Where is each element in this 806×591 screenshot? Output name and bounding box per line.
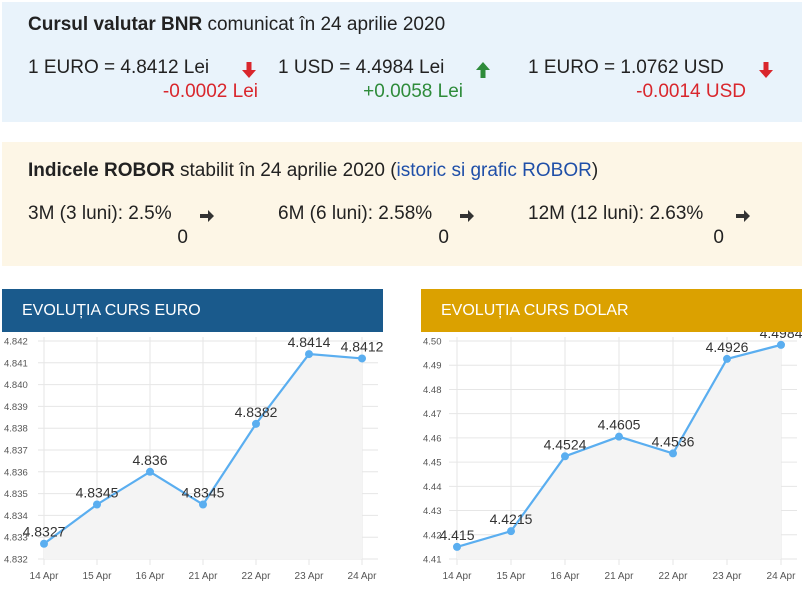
data-label: 4.8412	[341, 338, 383, 354]
y-tick-label: 4.833	[4, 533, 28, 544]
data-label: 4.8382	[235, 404, 278, 420]
arrow-right-icon	[460, 210, 474, 222]
y-tick-label: 4.834	[4, 511, 28, 522]
data-point	[40, 539, 48, 548]
data-point	[358, 354, 366, 363]
rate-usd-ron: 1 USD = 4.4984 Lei	[278, 57, 445, 78]
data-label: 4.8345	[182, 485, 225, 501]
robor-title: Indicele ROBOR stabilit în 24 aprilie 20…	[28, 160, 598, 182]
x-tick-label: 22 Apr	[242, 571, 272, 582]
y-tick-label: 4.841	[4, 358, 28, 369]
robor-6m: 6M (6 luni): 2.58%	[278, 203, 433, 224]
y-tick-label: 4.842	[4, 337, 28, 348]
robor-3m-change: 0	[177, 227, 188, 248]
y-tick-label: 4.839	[4, 402, 28, 413]
robor-title-end: )	[591, 160, 599, 181]
y-tick-label: 4.837	[4, 446, 28, 457]
data-label: 4.4605	[598, 417, 641, 433]
euro-line-chart: 4.832 4.833 4.834 4.835 4.836 4.837 4.838 4.839…	[2, 332, 383, 591]
y-tick-label: 4.840	[4, 380, 28, 391]
x-tick-label: 21 Apr	[189, 571, 219, 582]
y-tick-label: 4.42	[423, 530, 442, 541]
x-tick-label: 14 Apr	[443, 571, 473, 582]
x-tick-label: 15 Apr	[83, 571, 113, 582]
robor-3m: 3M (3 luni): 2.5%	[28, 203, 172, 224]
y-tick-label: 4.50	[423, 337, 442, 348]
data-point	[199, 500, 207, 509]
arrow-right-icon	[200, 210, 214, 222]
y-tick-label: 4.836	[4, 467, 28, 478]
data-point	[305, 350, 313, 359]
data-label: 4.836	[132, 452, 167, 468]
robor-history-link[interactable]: istoric si grafic ROBOR	[396, 160, 592, 181]
data-label: 4.4984	[760, 332, 802, 341]
data-point	[615, 432, 623, 441]
data-label: 4.4524	[544, 436, 587, 452]
data-point	[252, 419, 260, 428]
x-tick-label: 24 Apr	[767, 571, 797, 582]
data-point	[669, 449, 677, 458]
x-tick-label: 22 Apr	[659, 571, 689, 582]
y-tick-label: 4.45	[423, 458, 442, 469]
area-fill	[457, 344, 781, 559]
dolar-line-chart: 4.41 4.42 4.43 4.44 4.45 4.46 4.47 4.48 4.49 4.50…	[421, 332, 802, 591]
data-point	[723, 354, 731, 363]
x-tick-label: 23 Apr	[713, 571, 743, 582]
y-tick-label: 4.838	[4, 424, 28, 435]
x-tick-label: 24 Apr	[348, 571, 378, 582]
x-tick-label: 16 Apr	[136, 571, 166, 582]
data-point	[146, 467, 154, 476]
change-usd-ron: +0.0058 Lei	[363, 81, 463, 102]
data-point	[777, 340, 785, 349]
y-tick-label: 4.47	[423, 409, 442, 420]
y-tick-label: 4.44	[423, 482, 442, 493]
y-tick-label: 4.832	[4, 555, 28, 566]
rate-eur-ron: 1 EURO = 4.8412 Lei	[28, 57, 210, 78]
bnr-rates-panel: Cursul valutar BNR comunicat în 24 april…	[2, 2, 802, 122]
robor-12m-change: 0	[713, 227, 724, 248]
y-tick-label: 4.48	[423, 385, 442, 396]
y-tick-label: 4.43	[423, 506, 442, 517]
data-point	[453, 542, 461, 551]
x-tick-label: 15 Apr	[497, 571, 527, 582]
rate-eur-usd: 1 EURO = 1.0762 USD	[528, 57, 724, 78]
x-tick-label: 23 Apr	[295, 571, 325, 582]
data-point	[507, 527, 515, 536]
robor-title-bold: Indicele ROBOR	[28, 160, 175, 181]
y-tick-label: 4.41	[423, 555, 442, 566]
robor-panel: Indicele ROBOR stabilit în 24 aprilie 20…	[2, 142, 802, 266]
area-fill	[44, 354, 362, 559]
robor-title-date: stabilit în 24 aprilie 2020 (	[174, 160, 397, 181]
data-label: 4.415	[439, 527, 474, 543]
x-tick-label: 16 Apr	[551, 571, 581, 582]
y-tick-label: 4.835	[4, 489, 28, 500]
dolar-chart-header: EVOLUȚIA CURS DOLAR	[421, 289, 802, 332]
robor-12m: 12M (12 luni): 2.63%	[528, 203, 704, 224]
data-label: 4.8327	[23, 524, 66, 540]
arrow-up-icon	[476, 62, 490, 78]
arrow-right-icon	[736, 210, 750, 222]
arrow-down-icon	[242, 62, 256, 78]
data-label: 4.8414	[288, 334, 331, 350]
bnr-title: Cursul valutar BNR comunicat în 24 april…	[28, 14, 445, 36]
bnr-title-date: comunicat în 24 aprilie 2020	[202, 14, 446, 35]
robor-6m-change: 0	[438, 227, 449, 248]
data-point	[561, 452, 569, 461]
y-tick-label: 4.46	[423, 433, 442, 444]
x-tick-label: 14 Apr	[30, 571, 60, 582]
data-label: 4.4536	[652, 433, 695, 449]
data-label: 4.4215	[490, 511, 533, 527]
x-tick-label: 21 Apr	[605, 571, 635, 582]
y-tick-label: 4.49	[423, 361, 442, 372]
data-label: 4.8345	[76, 485, 119, 501]
data-point	[93, 500, 101, 509]
change-eur-ron: -0.0002 Lei	[162, 81, 258, 102]
arrow-down-icon	[759, 62, 773, 78]
data-label: 4.4926	[706, 339, 749, 355]
bnr-title-bold: Cursul valutar BNR	[28, 14, 203, 35]
euro-chart-header: EVOLUȚIA CURS EURO	[2, 289, 383, 332]
change-eur-usd: -0.0014 USD	[636, 81, 746, 102]
